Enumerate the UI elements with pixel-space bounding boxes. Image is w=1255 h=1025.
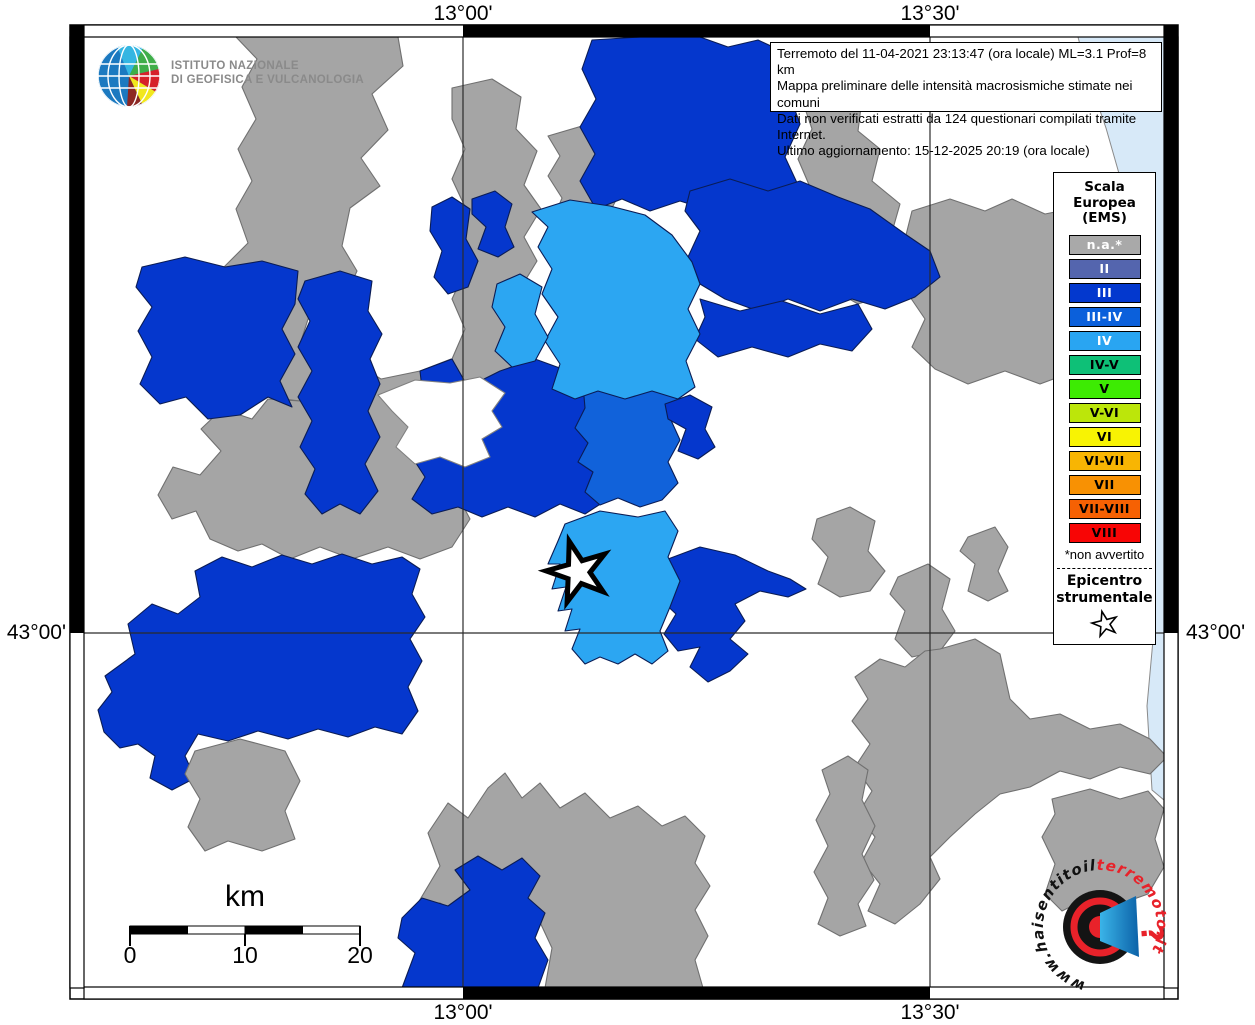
ingv-name-line1: ISTITUTO NAZIONALE [171, 60, 299, 72]
legend-item-iii-iv: III-IV [1068, 306, 1141, 327]
legend-item-viii: VIII [1068, 522, 1141, 543]
municipality-region-na [811, 506, 886, 598]
municipality-region-III [684, 178, 941, 312]
municipality-region-III [397, 855, 549, 989]
municipality-region-IV [547, 510, 681, 665]
municipality-region-na [813, 755, 876, 937]
axis-label-top-right: 13°30' [900, 2, 960, 25]
municipality-region-III [471, 190, 515, 258]
municipality-region-III [579, 36, 801, 212]
legend-item-iv-v: IV-V [1068, 354, 1141, 375]
legend-item-vi: VI [1068, 426, 1141, 447]
ingv-name-line2: DI GEOFISICA E VULCANOLOGIA [171, 74, 364, 86]
scalebar-unit-label: km [225, 880, 265, 913]
municipality-region-III [694, 298, 873, 358]
ingv-globe-logo [98, 45, 160, 107]
municipality-region-III [97, 553, 426, 791]
municipality-region-IV [491, 273, 549, 368]
municipality-region-na [889, 563, 956, 658]
legend-divider [1057, 567, 1152, 569]
axis-label-right: 43°00' [1186, 621, 1246, 644]
scalebar-tick-0: 0 [123, 942, 137, 968]
municipality-region-na [959, 526, 1009, 602]
legend-epicenter-star-icon [1088, 608, 1118, 638]
info-line-event: Terremoto del 11-04-2021 23:13:47 (ora l… [777, 46, 1147, 78]
earthquake-info-box: Terremoto del 11-04-2021 23:13:47 (ora l… [770, 42, 1162, 158]
legend-items: n.a.* II III III-IV IV IV-V V V-VI VI VI-VII VII VI… [1054, 234, 1155, 543]
axis-label-bottom-right: 13°30' [900, 1001, 960, 1024]
legend-note: *non avvertito [1064, 546, 1145, 562]
scale-bar [129, 925, 361, 946]
scalebar-tick-20: 20 [347, 942, 373, 968]
legend-item-vii: VII [1068, 474, 1141, 495]
axis-label-top-left: 13°00' [433, 2, 493, 25]
municipality-region-III [135, 256, 299, 420]
info-line-questionnaires: Dati non verificati estratti da 124 ques… [777, 110, 1137, 143]
axis-label-bottom-left: 13°00' [433, 1001, 493, 1024]
ingv-logo-block: ISTITUTO NAZIONALE DI GEOFISICA E VULCAN… [96, 42, 364, 106]
scalebar-tick-10: 10 [232, 942, 258, 968]
municipality-region-IV [531, 199, 701, 400]
megaphone-icon [1100, 896, 1139, 957]
legend-item-iii: III [1068, 282, 1141, 303]
municipality-region-na [184, 738, 301, 852]
legend-item-v: V [1068, 378, 1141, 399]
municipality-region-III [659, 546, 807, 683]
municipality-region-white [377, 376, 506, 468]
legend-title-line1: Scala [1084, 179, 1125, 195]
legend-item-v-vi: V-VI [1068, 402, 1141, 423]
municipality-region-III [664, 394, 716, 460]
municipality-region-III [429, 196, 479, 295]
legend-epicenter-line1: Epicentro [1066, 572, 1143, 589]
info-line-updated: Ultimo aggiornamento: 15-12-2025 20:19 (… [777, 143, 1090, 159]
legend-item-n-a-: n.a.* [1068, 234, 1141, 255]
legend-item-vii-viii: VII-VIII [1068, 498, 1141, 519]
legend-title-line2: Europea [1073, 194, 1136, 211]
question-mark-icon: ? [1133, 924, 1169, 944]
legend-item-ii: II [1068, 258, 1141, 279]
legend-title-line3: (EMS) [1082, 210, 1127, 226]
map-frame [69, 24, 1179, 1000]
graticule [84, 37, 1164, 988]
axis-label-left: 43°00' [6, 621, 66, 644]
epicenter-star [537, 533, 612, 610]
legend-item-iv: IV [1068, 330, 1141, 351]
municipality-regions [97, 36, 1168, 989]
municipality-region-III [297, 270, 383, 515]
ems-legend: Scala Europea (EMS) n.a.* II III III-IV IV IV… [1053, 172, 1156, 645]
legend-epicenter-line2: strumentale [1056, 589, 1153, 606]
info-line-map-type: Mappa preliminare delle intensità macros… [777, 78, 1133, 110]
legend-item-vi-vii: VI-VII [1068, 450, 1141, 471]
